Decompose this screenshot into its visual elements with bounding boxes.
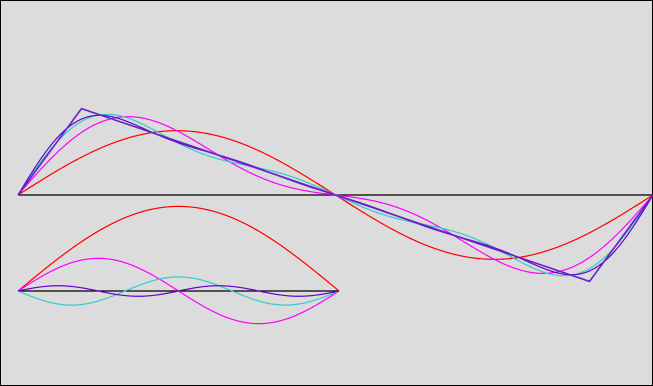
mode-mode3 bbox=[17, 276, 340, 306]
mode-mode4 bbox=[17, 285, 340, 297]
series-target bbox=[17, 107, 653, 283]
mode-mode1 bbox=[17, 205, 340, 292]
